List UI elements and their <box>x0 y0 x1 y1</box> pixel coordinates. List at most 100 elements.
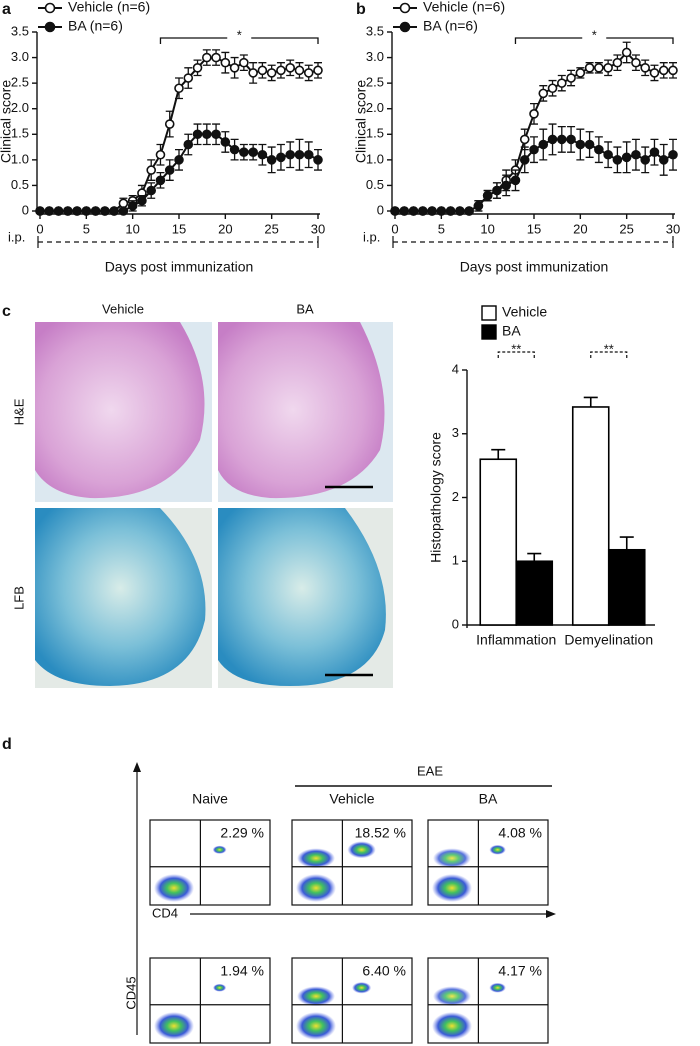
x-tick-label: 5 <box>438 221 445 236</box>
density-blob <box>297 848 335 869</box>
marker <box>640 155 651 165</box>
y-tick-label: 1.5 <box>11 126 29 141</box>
arrow-head <box>546 910 556 918</box>
legend-swatch <box>481 324 497 340</box>
marker <box>35 206 45 216</box>
y-tick-label: 0 <box>22 202 29 217</box>
row-label: H&E <box>11 398 26 425</box>
marker <box>649 147 660 157</box>
legend-label: Vehicle (n=6) <box>68 0 150 15</box>
marker <box>649 68 660 78</box>
marker <box>603 63 613 73</box>
marker <box>538 88 549 99</box>
y-tick-label: 0.5 <box>11 177 29 192</box>
x-tick-label: 5 <box>83 221 90 236</box>
marker <box>473 201 484 211</box>
marker <box>211 129 221 140</box>
marker <box>464 206 474 216</box>
marker <box>266 68 277 78</box>
marker <box>118 198 129 209</box>
error-bar <box>491 448 506 460</box>
legend-marker <box>399 21 411 33</box>
marker <box>547 83 558 94</box>
marker <box>519 134 530 145</box>
legend-label: Vehicle (n=6) <box>423 0 505 15</box>
marker <box>612 155 623 165</box>
marker <box>294 149 305 160</box>
significance-label: ** <box>511 341 521 356</box>
y-axis-label: Histopathology score <box>428 432 444 563</box>
legend-marker <box>399 2 411 14</box>
significance-label: * <box>237 27 242 42</box>
marker <box>109 206 119 216</box>
y-tick-label: 3.5 <box>366 23 384 38</box>
x-marker: CD4 <box>152 905 178 920</box>
legend-swatch <box>481 305 497 321</box>
flow-plot: 6.40 % <box>291 957 413 1044</box>
significance-bar <box>514 37 674 44</box>
marker <box>445 206 456 216</box>
positive-population <box>212 983 227 992</box>
density-blob <box>433 986 471 1007</box>
error-bar <box>619 536 634 550</box>
marker <box>174 83 184 94</box>
y-tick-label: 0 <box>452 616 459 631</box>
x-tick-label: Inflammation <box>476 632 556 648</box>
marker <box>183 73 194 83</box>
marker <box>492 185 502 196</box>
marker <box>90 206 101 216</box>
positive-population <box>212 845 227 854</box>
marker <box>556 78 567 88</box>
y-tick-label: 0 <box>377 202 384 217</box>
row-label: LFB <box>11 586 26 610</box>
treatment-label: i.p. <box>8 229 25 244</box>
positive-population <box>352 982 372 994</box>
marker <box>584 139 595 150</box>
density-blob <box>154 874 194 902</box>
density-blob <box>297 986 335 1007</box>
x-tick-label: 25 <box>619 221 633 236</box>
positive-population <box>347 841 376 859</box>
marker <box>501 180 512 191</box>
marker <box>118 206 129 216</box>
marker <box>294 65 305 76</box>
y-tick-label: 2 <box>452 489 459 504</box>
marker <box>408 206 419 216</box>
marker <box>621 152 632 163</box>
marker <box>566 73 576 83</box>
panel-label: d <box>2 736 12 753</box>
x-tick-label: 20 <box>218 221 232 236</box>
marker <box>668 65 678 76</box>
marker <box>658 155 669 165</box>
marker <box>575 68 586 78</box>
panel-label: c <box>2 303 11 320</box>
tissue <box>35 322 205 499</box>
marker <box>220 137 231 147</box>
marker <box>390 206 400 216</box>
marker <box>612 57 623 68</box>
percent-label: 2.29 % <box>220 825 264 841</box>
legend-marker <box>44 21 56 33</box>
series-line <box>40 133 319 212</box>
tissue <box>218 508 386 686</box>
y-axis-label: Clinical score <box>0 80 14 163</box>
marker <box>285 149 296 160</box>
marker <box>239 147 249 157</box>
flow-plot: 2.29 % <box>149 819 271 906</box>
marker <box>556 134 567 145</box>
y-tick-label: 2.5 <box>366 75 384 90</box>
marker <box>44 206 55 216</box>
marker <box>211 52 221 63</box>
marker <box>164 119 175 129</box>
marker <box>146 185 156 196</box>
marker <box>584 63 595 73</box>
y-tick-label: 2.0 <box>366 100 384 115</box>
y-tick-label: 2.5 <box>11 75 29 90</box>
x-tick-label: Demyelination <box>564 632 653 648</box>
y-tick-label: 3.5 <box>11 23 29 38</box>
marker <box>266 155 277 165</box>
legend-label: Vehicle <box>502 304 547 320</box>
marker <box>668 149 678 160</box>
column-label: Vehicle <box>329 791 374 807</box>
marker <box>399 206 410 216</box>
